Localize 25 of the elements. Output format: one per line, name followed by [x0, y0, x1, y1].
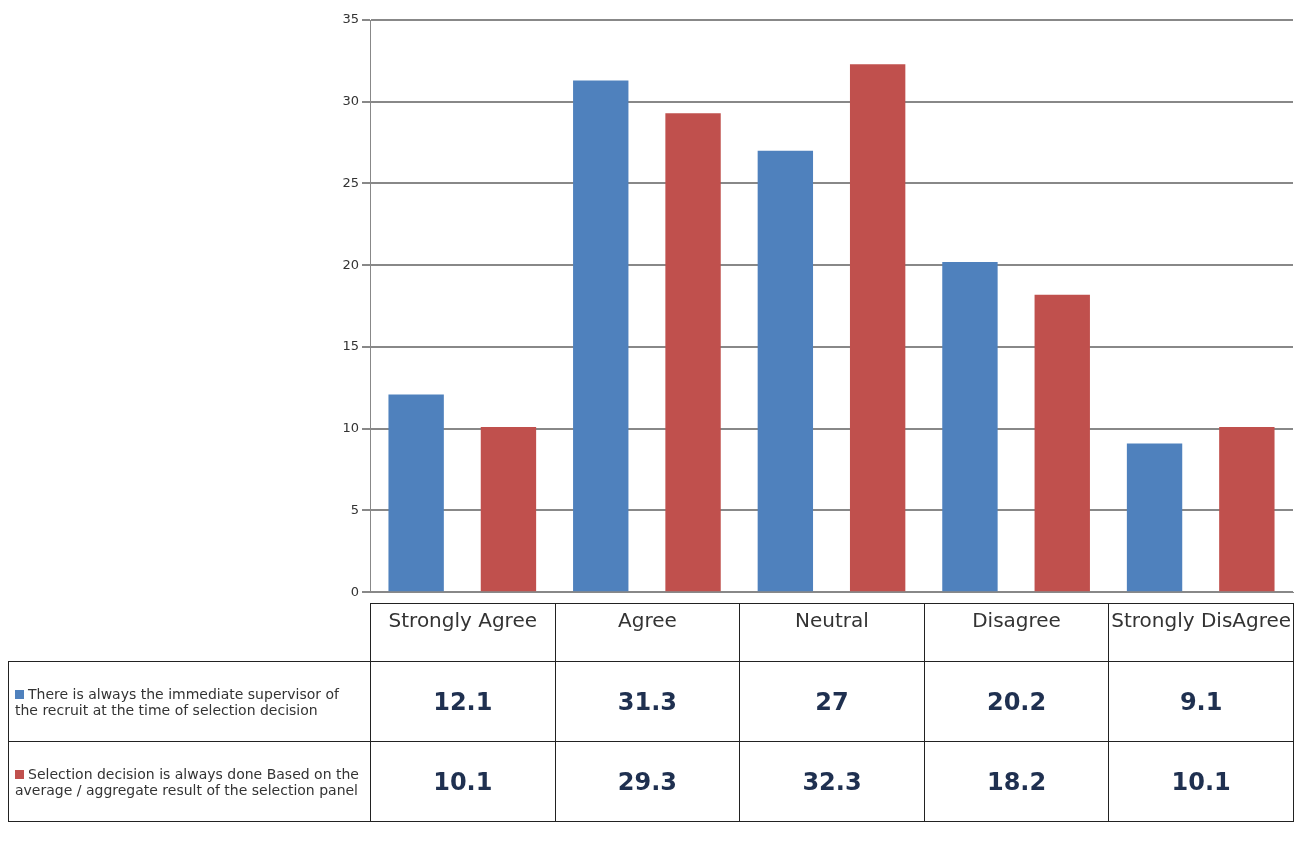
y-tick-label: 30 — [342, 93, 359, 109]
y-tick-label: 10 — [342, 420, 359, 436]
data-label: 29.3 — [555, 741, 740, 822]
data-label: 20.2 — [924, 661, 1109, 742]
y-tick-label: 25 — [342, 174, 359, 190]
data-label: 9.1 — [1108, 661, 1294, 742]
y-tick-label: 15 — [342, 338, 359, 354]
x-tick-label: Disagree — [924, 603, 1109, 662]
data-label: 18.2 — [924, 741, 1109, 822]
y-tick-label: 20 — [342, 256, 359, 272]
data-label: 27 — [739, 661, 925, 742]
data-label: 32.3 — [739, 741, 925, 822]
x-tick-label: Strongly Agree — [370, 603, 556, 662]
data-label: 10.1 — [1108, 741, 1294, 822]
y-tick-label: 5 — [350, 501, 359, 517]
data-label: 10.1 — [370, 741, 556, 822]
legend-label: Selection decision is always done Based on the average / aggregate result of the selection panel — [15, 765, 359, 798]
y-tick-label: 35 — [342, 11, 359, 27]
x-tick-label: Agree — [555, 603, 740, 662]
legend-label: There is always the immediate supervisor of the recruit at the time of selection decision — [15, 685, 339, 718]
data-label: 31.3 — [555, 661, 740, 742]
x-tick-label: Neutral — [739, 603, 925, 662]
data-label: 12.1 — [370, 661, 556, 742]
y-tick-label: 0 — [350, 583, 359, 599]
x-tick-label: Strongly DisAgree — [1108, 603, 1294, 662]
